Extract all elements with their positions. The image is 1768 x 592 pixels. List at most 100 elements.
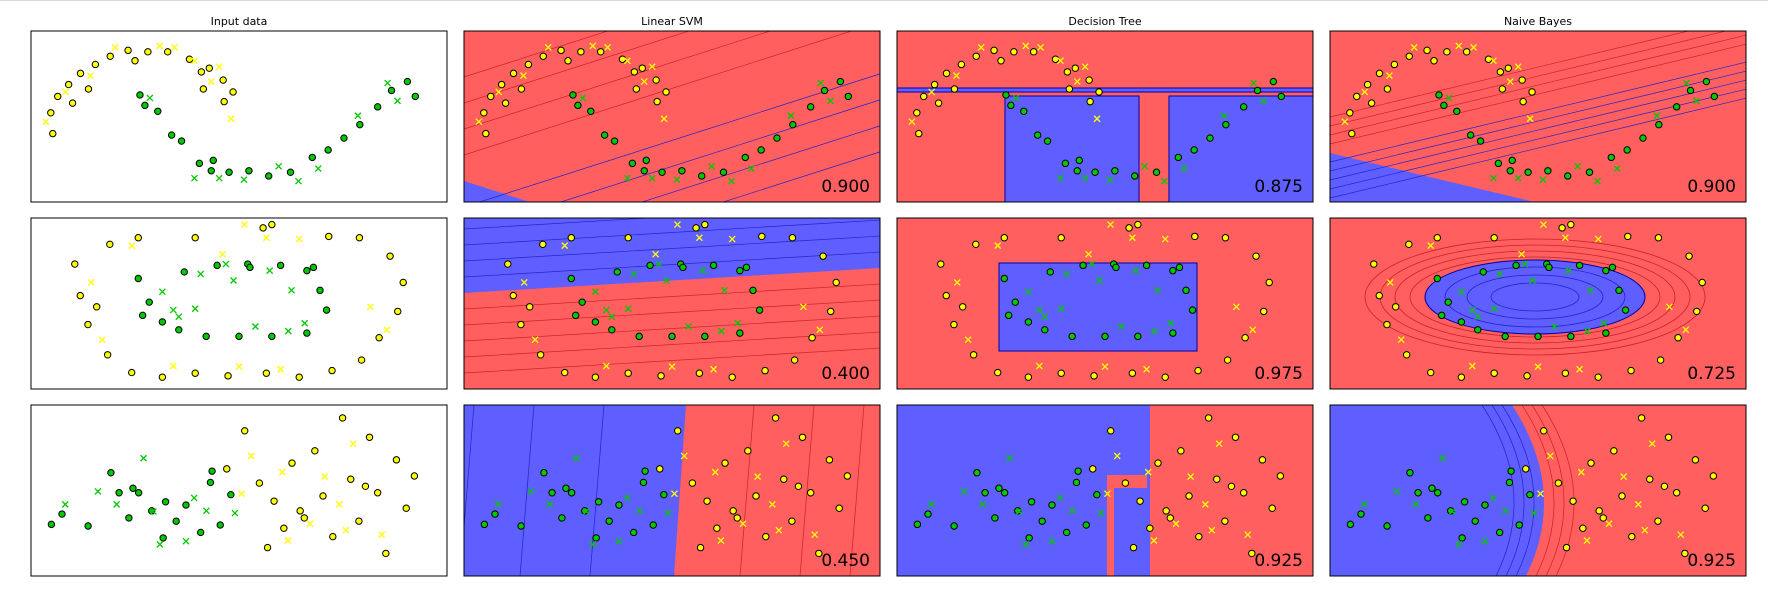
moons-test-point-yellow <box>62 88 70 96</box>
linearly-separable-test-point-green <box>190 494 198 502</box>
contour-line <box>559 99 880 202</box>
circles-train-point-green <box>1567 332 1575 341</box>
circles-test-point-yellow <box>1427 242 1435 250</box>
moons-train-point-green <box>806 103 815 111</box>
moons-train-point-yellow <box>1423 46 1431 55</box>
moons-train-point-green <box>1152 168 1161 176</box>
circles-train-point-yellow <box>128 368 136 377</box>
circles-train-point-yellow <box>994 368 1002 377</box>
linearly-separable-test-point-yellow <box>739 520 747 528</box>
circles-train-point-yellow <box>517 320 525 329</box>
moons-test-point-green <box>384 79 392 87</box>
linearly-separable-test-point-green <box>927 500 935 508</box>
circles-test-point-green <box>251 323 259 330</box>
linearly-separable-train-point-green <box>1000 489 1009 497</box>
linearly-separable-test-point-yellow <box>349 440 357 448</box>
linearly-separable-test-point-green <box>979 500 987 508</box>
panel-circles-naive-bayes: 0.725 <box>1329 217 1747 390</box>
moons-test-point-green <box>787 112 795 120</box>
moons-train-point-yellow <box>957 60 966 69</box>
linearly-separable-test-point-yellow <box>1144 468 1152 476</box>
linearly-separable-test-point-green <box>623 494 631 502</box>
moons-train-point-yellow <box>131 57 139 65</box>
circles-test-point-yellow <box>1561 234 1569 242</box>
circles-train-point-yellow <box>394 307 402 316</box>
linearly-separable-test-point-green <box>61 500 69 508</box>
linearly-separable-train-point-yellow <box>696 543 705 552</box>
moons-train-point-green <box>610 137 619 145</box>
linearly-separable-train-point-yellow <box>1569 497 1577 505</box>
linearly-separable-test-point-yellow <box>278 468 286 476</box>
circles-train-point-green <box>1615 286 1623 295</box>
region-class-a <box>1107 488 1114 576</box>
circles-train-point-yellow <box>950 320 958 329</box>
circles-train-point-yellow <box>937 260 945 268</box>
moons-train-point-green <box>136 91 144 99</box>
moons-train-point-green <box>1585 168 1594 176</box>
linearly-separable-train-point-yellow <box>296 507 304 515</box>
moons-train-point-green <box>1544 167 1552 175</box>
linearly-separable-test-point-yellow <box>306 520 314 528</box>
linearly-separable-train-point-yellow <box>1595 507 1603 515</box>
circles-test-point-green <box>1167 319 1175 327</box>
circles-train-point-yellow <box>1405 240 1413 249</box>
contour-line <box>478 73 880 202</box>
moons-train-point-green <box>1623 146 1631 154</box>
moons-train-point-green <box>1710 92 1719 101</box>
moons-train-point-yellow <box>950 85 959 93</box>
circles-test-point-green <box>191 305 199 313</box>
moons-test-point-green <box>1106 176 1114 184</box>
moons-train-point-yellow <box>1348 129 1356 138</box>
circles-train-point-green <box>1024 318 1033 326</box>
contour-line <box>464 31 853 156</box>
plot-frame <box>896 30 1314 203</box>
circles-train-point-green <box>309 263 318 272</box>
linearly-separable-train-point-green <box>1383 522 1391 530</box>
moons-train-point-green <box>1033 131 1042 139</box>
moons-train-point-yellow <box>54 92 62 101</box>
circles-test-point-yellow <box>728 235 736 243</box>
circles-train-point-yellow <box>1427 368 1435 377</box>
contour-line <box>464 235 880 262</box>
circles-train-point-green <box>316 286 324 295</box>
linearly-separable-test-point-green <box>494 500 502 508</box>
contour-line <box>739 405 755 576</box>
circles-train-point-yellow <box>1674 334 1682 342</box>
moons-test-point-yellow <box>1081 63 1089 71</box>
linearly-separable-train-point-yellow <box>1554 479 1563 487</box>
linearly-separable-train-point-green <box>548 489 556 497</box>
linearly-separable-test-point-green <box>94 488 102 495</box>
linearly-separable-test-point-yellow <box>1172 520 1180 528</box>
linearly-separable-train-point-yellow <box>1681 549 1689 558</box>
circles-train-point-yellow <box>158 373 167 381</box>
linearly-separable-train-point-green <box>227 490 235 499</box>
linearly-separable-train-point-yellow <box>263 543 272 552</box>
circles-train-point-yellow <box>1221 234 1230 242</box>
linearly-separable-train-point-green <box>161 498 170 506</box>
circles-test-point-green <box>1474 313 1482 321</box>
circles-train-point-yellow <box>728 373 736 381</box>
linearly-separable-train-point-yellow <box>825 456 834 464</box>
moons-test-point-yellow <box>1514 63 1522 71</box>
circles-test-point-green <box>169 306 177 314</box>
linearly-separable-train-point-green <box>517 522 525 530</box>
linearly-separable-train-point-yellow <box>771 414 780 422</box>
circles-train-point-yellow <box>1698 278 1706 287</box>
linearly-separable-test-point-green <box>1448 508 1456 515</box>
panel-linearly-separable-naive-bayes: 0.925 <box>1329 404 1747 577</box>
circles-train-point-yellow <box>1057 234 1065 242</box>
linearly-separable-train-point-yellow <box>1587 459 1595 467</box>
accuracy-score-decision-tree: 0.975 <box>1254 364 1303 384</box>
linearly-separable-train-point-yellow <box>241 427 249 435</box>
panel-linearly-separable-linear-svm: 0.450 <box>463 404 881 577</box>
contour-line <box>1541 405 1575 576</box>
linearly-separable-test-point-yellow <box>1215 440 1223 448</box>
circles-train-point-green <box>1182 286 1190 295</box>
linearly-separable-test-point-green <box>960 488 968 495</box>
circles-train-point-yellow <box>1561 369 1570 377</box>
circles-train-point-green <box>1011 298 1019 306</box>
linearly-separable-test-point-green <box>1530 509 1538 517</box>
moons-test-point-green <box>1056 174 1064 182</box>
circles-train-point-green <box>613 268 621 276</box>
linearly-separable-train-point-green <box>981 489 989 497</box>
